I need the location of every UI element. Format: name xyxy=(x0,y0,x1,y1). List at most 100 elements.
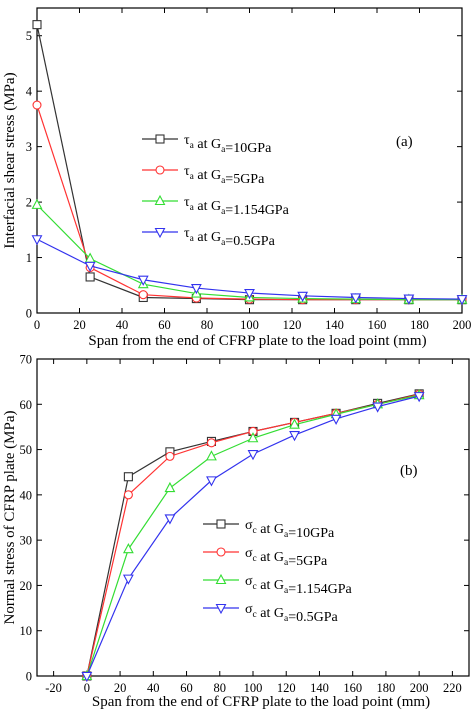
x-tick-label: 220 xyxy=(443,681,462,695)
legend-marker xyxy=(215,603,227,615)
data-point xyxy=(31,198,43,209)
chart-panel-a: 0 20 40 60 80 100 120 140 160 180 200 0 1 2 3 4 5 Span fr… xyxy=(2,7,472,349)
y-axis-title: Interfacial shear stress (MPa) xyxy=(2,72,18,248)
x-tick-label: 40 xyxy=(147,681,160,695)
y-tick-label: 10 xyxy=(20,624,33,638)
data-point xyxy=(289,418,300,429)
legend-marker xyxy=(155,165,165,175)
data-point xyxy=(413,392,425,403)
data-point xyxy=(123,472,133,482)
legend-entry: σc at Ga=5GPa xyxy=(203,546,328,569)
x-tick-label: 200 xyxy=(453,318,472,332)
x-tick-label: 180 xyxy=(410,318,429,332)
data-point xyxy=(165,451,175,461)
data-point xyxy=(206,476,217,487)
data-point xyxy=(123,490,133,500)
legend-marker xyxy=(154,194,166,206)
data-point xyxy=(190,283,202,295)
data-point xyxy=(206,450,217,461)
legend-label: τa at Ga=0.5GPa xyxy=(184,226,276,249)
data-point xyxy=(32,20,42,30)
data-point xyxy=(81,671,93,683)
legend-marker xyxy=(154,227,166,239)
series-triangle-down xyxy=(81,392,425,683)
series-line xyxy=(36,24,462,301)
data-point xyxy=(247,450,259,461)
data-point xyxy=(137,275,149,286)
x-tick-label: 0 xyxy=(34,318,40,332)
legend-entry: σc at Ga=10GPa xyxy=(203,518,335,541)
legend-entry: σc at Ga=0.5GPa xyxy=(203,602,338,625)
legend-marker xyxy=(216,547,226,557)
data-point xyxy=(138,290,148,300)
data-point xyxy=(297,291,309,302)
x-tick-label: 200 xyxy=(410,681,429,695)
panel-label: (a) xyxy=(396,134,413,150)
series-triangle-down xyxy=(31,235,468,306)
data-point xyxy=(372,402,384,413)
x-tick-label: 0 xyxy=(84,681,90,695)
legend-label: σc at Ga=0.5GPa xyxy=(245,602,338,625)
y-axis-title: Normal stress of CFRP plate (MPa) xyxy=(2,410,18,624)
x-tick-label: 20 xyxy=(73,318,86,332)
legend-entry: τa at Ga=10GPa xyxy=(142,133,272,156)
legend-label: σc at Ga=10GPa xyxy=(245,518,335,541)
data-point xyxy=(31,235,43,246)
data-point xyxy=(403,294,415,305)
x-tick-label: -20 xyxy=(45,681,62,695)
y-tick-label: 4 xyxy=(26,85,33,99)
legend-label: τa at Ga=10GPa xyxy=(184,133,272,156)
legend-marker xyxy=(215,573,227,585)
x-tick-label: 160 xyxy=(343,681,362,695)
data-point xyxy=(164,514,176,525)
x-axis-title: Span from the end of CFRP plate to the l… xyxy=(92,694,430,710)
legend-entry: τa at Ga=1.154GPa xyxy=(142,194,290,218)
data-point xyxy=(122,574,134,585)
data-point xyxy=(350,293,362,304)
y-tick-label: 2 xyxy=(26,196,32,210)
legend-label: τa at Ga=5GPa xyxy=(184,164,265,187)
data-point xyxy=(32,100,42,110)
data-point xyxy=(84,261,96,273)
data-point xyxy=(206,438,217,448)
x-tick-label: 120 xyxy=(283,318,302,332)
x-tick-label: 40 xyxy=(116,318,129,332)
x-tick-label: 100 xyxy=(244,681,263,695)
x-tick-label: 80 xyxy=(201,318,214,332)
x-tick-label: 60 xyxy=(158,318,171,332)
legend-entry: τa at Ga=5GPa xyxy=(142,164,265,187)
chart-panel-b: -20 0 20 40 60 80 100 120 140 160 180 200 220 0 10 20 30… xyxy=(2,353,470,710)
x-tick-label: 140 xyxy=(310,681,329,695)
plot-frame xyxy=(36,7,463,314)
x-axis-title: Span from the end of CFRP plate to the l… xyxy=(88,333,426,349)
legend-entry: σc at Ga=1.154GPa xyxy=(203,573,352,597)
x-tick-label: 20 xyxy=(114,681,127,695)
y-tick-label: 0 xyxy=(26,307,32,321)
panel-label: (b) xyxy=(400,463,418,479)
legend-label: σc at Ga=5GPa xyxy=(245,546,328,569)
y-tick-label: 30 xyxy=(20,534,33,548)
legend-marker xyxy=(216,519,226,529)
x-tick-label: 100 xyxy=(240,318,259,332)
data-point xyxy=(244,288,255,300)
data-point xyxy=(122,543,134,554)
y-tick-label: 70 xyxy=(20,353,33,367)
data-point xyxy=(289,431,300,442)
y-tick-label: 60 xyxy=(20,398,33,412)
y-tick-label: 3 xyxy=(26,140,32,154)
legend-marker xyxy=(155,134,165,144)
y-tick-label: 20 xyxy=(20,579,33,593)
legend-entry: τa at Ga=0.5GPa xyxy=(142,226,276,249)
data-point xyxy=(85,272,95,282)
legend-label: τa at Ga=1.154GPa xyxy=(184,195,290,218)
y-tick-label: 50 xyxy=(20,443,33,457)
series-line xyxy=(36,204,462,301)
y-tick-label: 0 xyxy=(26,670,32,684)
x-tick-label: 140 xyxy=(325,318,344,332)
y-tick-label: 40 xyxy=(20,488,33,502)
x-tick-label: 80 xyxy=(214,681,227,695)
series-square xyxy=(32,20,467,305)
data-point xyxy=(164,481,176,493)
x-tick-label: 120 xyxy=(277,681,296,695)
